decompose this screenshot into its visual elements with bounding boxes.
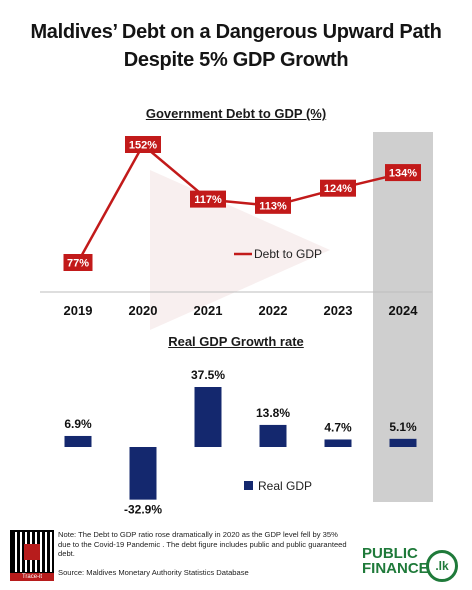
bar-label-2021: 37.5%	[191, 368, 225, 382]
x-tick-2023: 2023	[324, 303, 353, 318]
bar-label-2024: 5.1%	[389, 420, 417, 434]
data-label-box-2019	[63, 254, 93, 271]
bar-2020	[129, 447, 157, 500]
legend-debt-to-gdp: Debt to GDP	[254, 247, 322, 261]
x-tick-2021: 2021	[194, 303, 223, 318]
data-label-2023: 124%	[324, 183, 352, 195]
bar-2022	[259, 424, 287, 447]
data-label-2021: 117%	[194, 194, 222, 206]
title-line-2: Despite 5% GDP Growth	[123, 49, 349, 71]
footer-note: Note: The Debt to GDP ratio rose dramati…	[58, 530, 347, 558]
data-label-box-2023	[320, 179, 356, 197]
trace-it-label: Trace-it	[10, 573, 54, 581]
qr-code[interactable]	[10, 530, 54, 574]
bar-label-2020: -32.9%	[124, 503, 162, 517]
bar-label-2022: 13.8%	[256, 406, 290, 420]
watermark-shape	[150, 170, 330, 330]
data-label-box-2024	[385, 164, 421, 182]
x-tick-2019: 2019	[64, 303, 93, 318]
data-label-2020: 152%	[129, 140, 157, 152]
x-tick-2020: 2020	[129, 303, 158, 318]
data-label-2022: 113%	[259, 200, 287, 212]
bar-label-2023: 4.7%	[324, 420, 352, 434]
bar-label-2019: 6.9%	[64, 417, 92, 431]
data-label-box-2021	[190, 190, 226, 208]
x-tick-2024: 2024	[389, 303, 419, 318]
data-label-2019: 77%	[67, 258, 89, 270]
bar-2019	[64, 435, 92, 447]
debt-chart-title: Government Debt to GDP (%)	[145, 106, 327, 121]
title-line-1: Maldives’ Debt on a Dangerous Upward Pat…	[30, 21, 442, 43]
footer-source: Source: Maldives Monetary Authority Stat…	[58, 568, 249, 577]
bar-2021	[194, 387, 222, 447]
legend-real-gdp: Real GDP	[258, 479, 312, 493]
x-tick-2022: 2022	[259, 303, 288, 318]
bar-2024	[389, 438, 417, 447]
publicfinance-logo: PUBLIC FINANCE	[362, 545, 429, 577]
data-label-box-2022	[255, 196, 291, 214]
legend-bar-swatch	[244, 481, 253, 490]
bar-2023	[324, 439, 352, 447]
data-label-2024: 134%	[389, 168, 417, 180]
logo-badge: .lk	[426, 550, 458, 582]
page-title: Maldives’ Debt on a Dangerous Upward Pat…	[0, 18, 472, 74]
data-label-box-2020	[125, 136, 161, 153]
gdp-chart-title: Real GDP Growth rate	[168, 334, 304, 349]
